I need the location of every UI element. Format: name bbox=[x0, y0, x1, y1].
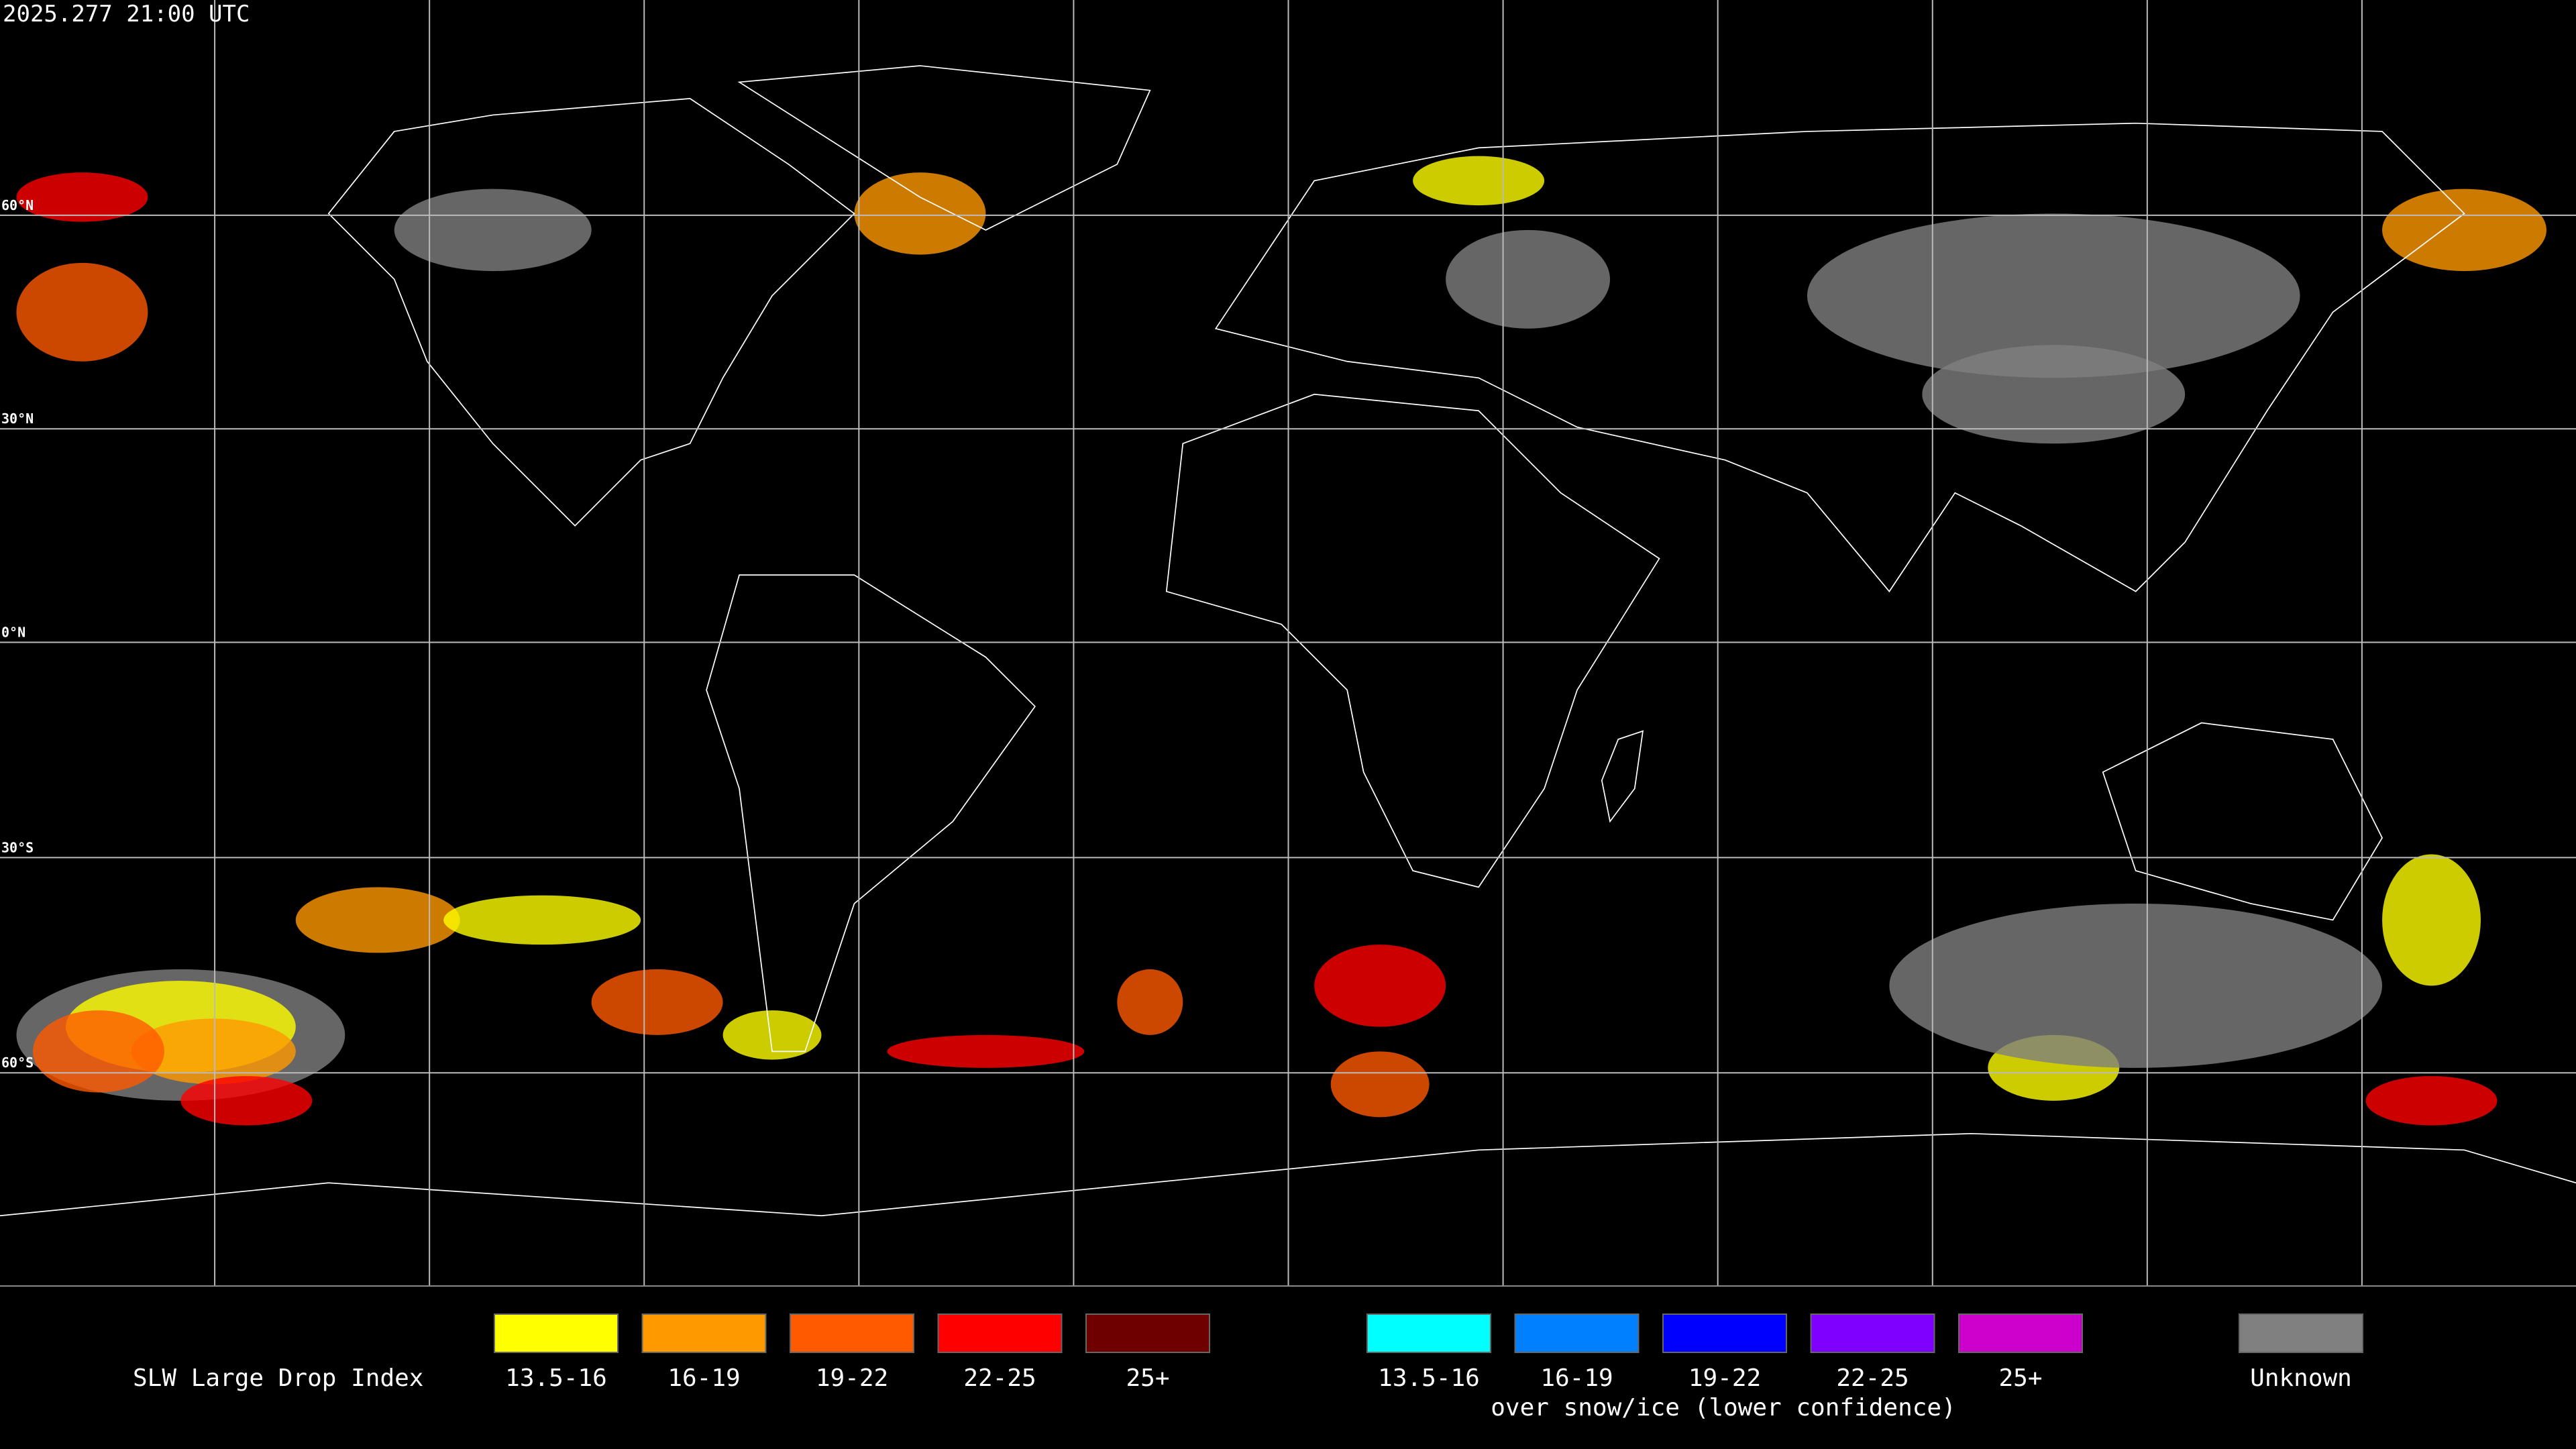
latitude-label: 60°S bbox=[1, 1055, 34, 1071]
cloud-patch bbox=[887, 1034, 1085, 1068]
legend-swatch bbox=[2239, 1313, 2363, 1353]
eurasia bbox=[1214, 122, 2465, 593]
cloud-patch bbox=[2365, 1076, 2498, 1126]
cloud-patch bbox=[32, 1010, 164, 1093]
legend-swatch bbox=[494, 1313, 619, 1353]
legend-label: 13.5-16 bbox=[505, 1364, 607, 1392]
legend-swatch bbox=[1366, 1313, 1491, 1353]
cloud-patch bbox=[1117, 969, 1183, 1035]
legend-swatch bbox=[641, 1313, 767, 1353]
legend-label: 19-22 bbox=[816, 1364, 888, 1392]
legend-swatch bbox=[1085, 1313, 1210, 1353]
cloud-patch bbox=[854, 172, 986, 255]
legend-swatch bbox=[1662, 1313, 1787, 1353]
cloud-patch bbox=[1446, 229, 1611, 329]
legend-title: SLW Large Drop Index bbox=[133, 1364, 423, 1392]
legend-swatch bbox=[1810, 1313, 1935, 1353]
cloud-patch bbox=[1889, 903, 2383, 1068]
legend-label: Unknown bbox=[2250, 1364, 2352, 1392]
legend: 13.5-16 16-19 19-22 22-25 25+ 13.5-16 16-19 19-… bbox=[494, 1313, 2363, 1392]
cloud-patch bbox=[16, 262, 148, 362]
cloud-patch bbox=[1807, 213, 2300, 378]
africa bbox=[1165, 393, 1660, 888]
legend-label: 25+ bbox=[1126, 1364, 1169, 1392]
cloud-patch bbox=[722, 1010, 822, 1060]
legend-swatch bbox=[937, 1313, 1063, 1353]
cloud-patch bbox=[1413, 156, 1545, 206]
legend-label: 16-19 bbox=[1540, 1364, 1613, 1392]
cloud-patch bbox=[16, 172, 148, 222]
latitude-label: 0°N bbox=[1, 625, 25, 641]
graticule bbox=[0, 0, 2576, 1286]
latitude-label: 30°N bbox=[1, 411, 34, 427]
greenland bbox=[737, 65, 1151, 231]
madagascar bbox=[1601, 730, 1644, 823]
snow-caption: over snow/ice (lower confidence) bbox=[1491, 1394, 1956, 1421]
north-america bbox=[327, 98, 855, 527]
legend-label: 25+ bbox=[1998, 1364, 2042, 1392]
cloud-patch bbox=[295, 887, 460, 953]
south-america bbox=[706, 574, 1036, 1053]
cloud-patch bbox=[1330, 1051, 1430, 1118]
cloud-patch bbox=[2382, 854, 2481, 986]
legend-label: 19-22 bbox=[1688, 1364, 1761, 1392]
cloud-patch bbox=[1314, 945, 1446, 1027]
data-layer bbox=[16, 156, 2546, 1126]
cloud-patch bbox=[180, 1076, 313, 1126]
cloud-patch bbox=[394, 189, 592, 272]
australia bbox=[2102, 722, 2383, 921]
latitude-label: 30°S bbox=[1, 839, 34, 855]
latitude-label: 60°N bbox=[1, 197, 34, 213]
legend-label: 22-25 bbox=[963, 1364, 1036, 1392]
cloud-patch bbox=[591, 969, 723, 1035]
antarctica bbox=[0, 1132, 2576, 1217]
timestamp: 2025.277 21:00 UTC bbox=[3, 1, 250, 28]
cloud-patch bbox=[131, 1018, 296, 1085]
legend-swatch bbox=[1958, 1313, 2083, 1353]
cloud-patch bbox=[1922, 345, 2186, 444]
coastlines bbox=[0, 65, 2576, 1217]
legend-label: 22-25 bbox=[1836, 1364, 1909, 1392]
legend-label: 13.5-16 bbox=[1378, 1364, 1480, 1392]
legend-label: 16-19 bbox=[667, 1364, 740, 1392]
cloud-patch bbox=[443, 895, 641, 945]
legend-swatch bbox=[1514, 1313, 1640, 1353]
cloud-patch bbox=[2382, 189, 2546, 272]
legend-swatch bbox=[790, 1313, 914, 1353]
